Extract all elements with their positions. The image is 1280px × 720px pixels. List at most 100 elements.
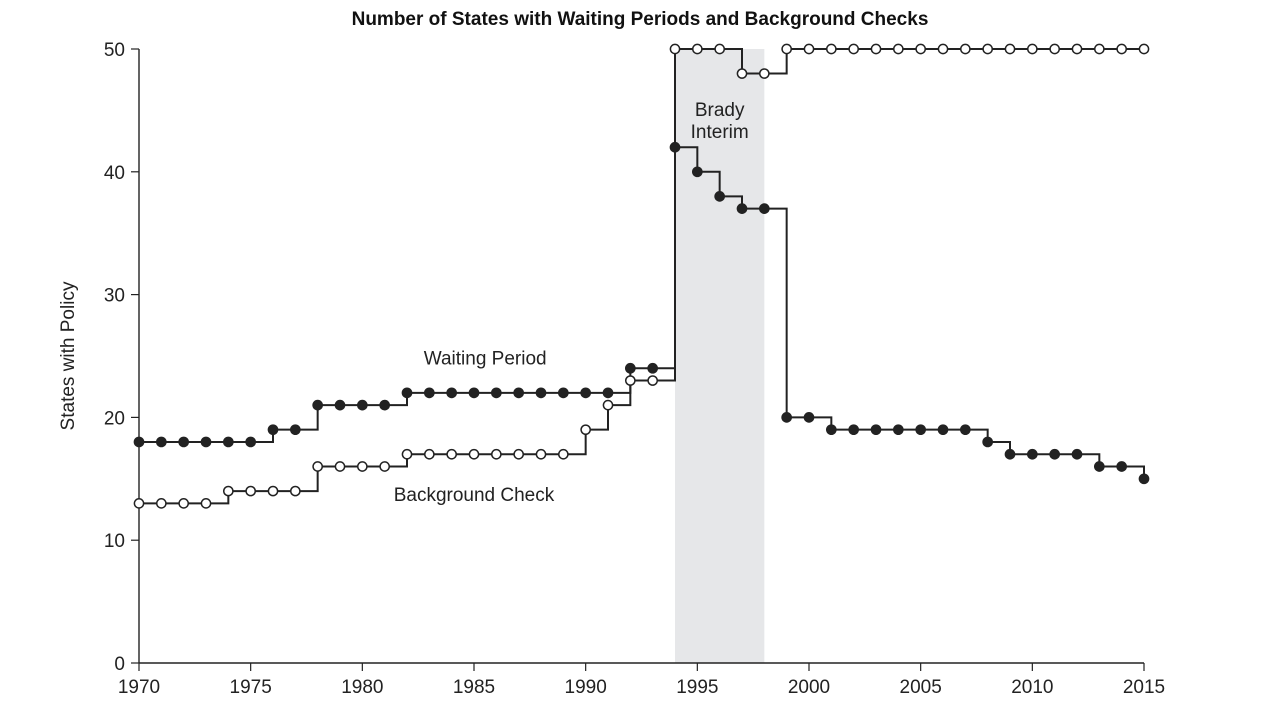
data-point <box>959 424 971 436</box>
data-point <box>200 498 212 509</box>
x-tick-label: 2010 <box>1011 677 1053 698</box>
series-background-check <box>133 43 1150 509</box>
x-tick-label: 2005 <box>900 677 942 698</box>
data-point <box>1116 461 1128 472</box>
data-point <box>222 485 234 497</box>
data-point <box>289 485 301 497</box>
data-point <box>1049 448 1061 460</box>
data-point <box>1026 43 1038 55</box>
data-point <box>423 448 435 460</box>
data-point <box>937 43 949 55</box>
data-point <box>825 43 837 55</box>
y-tick-label: 10 <box>104 531 125 552</box>
data-point <box>758 203 770 214</box>
data-point <box>379 461 391 472</box>
data-point <box>312 399 324 411</box>
series-waiting-period <box>133 141 1150 485</box>
data-point <box>423 387 435 399</box>
data-point <box>580 424 592 436</box>
data-point <box>870 43 882 55</box>
shaded-region-brady-interim <box>675 49 765 663</box>
data-point <box>446 387 458 399</box>
data-point <box>825 424 837 436</box>
shaded-region-label-line: Brady <box>695 100 745 121</box>
data-point <box>535 387 547 399</box>
x-tick-label: 2015 <box>1123 677 1165 698</box>
data-point <box>736 203 748 214</box>
data-point <box>1004 43 1016 55</box>
data-point <box>401 387 413 399</box>
data-point <box>133 436 145 448</box>
data-point <box>1093 43 1105 55</box>
y-tick-label: 40 <box>104 163 125 184</box>
data-point <box>178 436 190 448</box>
series-line <box>139 146 1145 479</box>
data-point <box>155 436 167 448</box>
axis-layer: 0 10 20 30 40 50 1970 1975 1980 1985 1990 1995 2000 2… <box>104 40 1165 698</box>
data-point <box>289 424 301 436</box>
data-point <box>714 43 726 55</box>
y-tick-label: 50 <box>104 40 125 61</box>
data-point <box>557 387 569 399</box>
data-point <box>669 43 681 55</box>
data-point <box>312 461 324 472</box>
data-point <box>155 498 167 509</box>
data-point <box>870 424 882 436</box>
x-tick-label: 1980 <box>341 677 383 698</box>
data-point <box>513 387 525 399</box>
data-point <box>1004 448 1016 460</box>
data-point <box>557 448 569 460</box>
data-point <box>959 43 971 55</box>
data-point <box>982 436 994 448</box>
data-point <box>513 448 525 460</box>
data-point <box>133 498 145 509</box>
data-point <box>781 412 793 423</box>
data-point <box>982 43 994 55</box>
text-layer: Number of States with Waiting Periods an… <box>58 9 928 506</box>
data-point <box>1071 448 1083 460</box>
data-point <box>1093 461 1105 472</box>
annotation-label: Waiting Period <box>424 349 547 370</box>
annotation-label: Background Check <box>394 485 555 506</box>
data-point <box>1138 473 1150 485</box>
data-point <box>803 43 815 55</box>
series-line <box>139 48 1144 505</box>
data-point <box>736 68 748 79</box>
y-axis-label: States with Policy <box>58 281 79 430</box>
data-point <box>937 424 949 436</box>
data-point <box>803 412 815 423</box>
data-point <box>691 43 703 55</box>
data-point <box>892 43 904 55</box>
data-point <box>178 498 190 509</box>
data-point <box>490 387 502 399</box>
data-point <box>446 448 458 460</box>
data-point <box>222 436 234 448</box>
data-point <box>624 375 636 386</box>
data-point <box>691 166 703 178</box>
data-point <box>245 485 257 497</box>
data-point <box>602 399 614 411</box>
data-point <box>1071 43 1083 55</box>
y-tick-label: 30 <box>104 286 125 307</box>
chart-title: Number of States with Waiting Periods an… <box>352 9 929 30</box>
data-point <box>356 399 368 411</box>
x-tick-label: 1970 <box>118 677 160 698</box>
data-point <box>580 387 592 399</box>
data-point <box>848 43 860 55</box>
y-tick-label: 20 <box>104 408 125 429</box>
data-point <box>490 448 502 460</box>
data-point <box>267 424 279 436</box>
shaded-region-label-line: Interim <box>691 122 749 143</box>
data-point <box>1026 448 1038 460</box>
data-point <box>267 485 279 497</box>
data-point <box>1116 43 1128 55</box>
data-point <box>334 461 346 472</box>
x-tick-label: 1990 <box>565 677 607 698</box>
data-point <box>379 399 391 411</box>
data-point <box>468 448 480 460</box>
data-point <box>535 448 547 460</box>
data-point <box>892 424 904 436</box>
